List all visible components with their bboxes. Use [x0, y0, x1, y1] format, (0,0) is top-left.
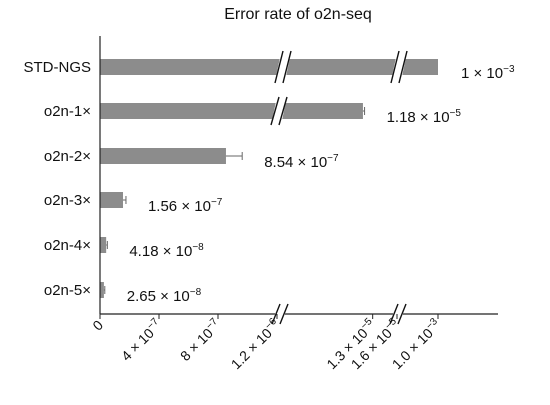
bar	[100, 192, 124, 208]
x-tick-label-group: 0	[89, 317, 106, 334]
axis-break-line	[390, 50, 400, 84]
axis-breaks	[270, 50, 408, 325]
axis-break-gap	[272, 304, 288, 324]
x-tick-label: 4 × 10−7	[117, 316, 165, 364]
axis-break-mark	[271, 303, 289, 325]
value-label-exponent: −5	[450, 108, 462, 119]
category-label: o2n-3×	[44, 192, 91, 209]
x-tick-label-mantissa: 1.0 × 10	[389, 325, 437, 373]
value-labels: 1 × 10−31.18 × 10−58.54 × 10−71.56 × 10−…	[127, 64, 515, 305]
axis-break-line	[397, 303, 407, 325]
category-label: o2n-4×	[44, 237, 91, 254]
value-label: 2.65 × 10−8	[127, 287, 202, 305]
bar	[100, 59, 438, 75]
bars	[100, 59, 438, 298]
x-tick-label: 0	[89, 317, 106, 334]
value-label-mantissa: 1.18 × 10	[387, 109, 450, 126]
axis-break-line	[274, 50, 284, 84]
value-label: 1.56 × 10−7	[148, 197, 223, 215]
value-label-mantissa: 4.18 × 10	[129, 243, 192, 260]
axis-break-mark	[390, 50, 408, 84]
value-label-mantissa: 1 × 10	[461, 65, 503, 82]
value-label: 8.54 × 10−7	[264, 153, 339, 171]
value-label-exponent: −7	[327, 153, 339, 164]
x-tick-label-group: 4 × 10−7	[117, 316, 165, 364]
axis-break-line	[278, 96, 288, 126]
category-label: STD-NGS	[24, 59, 92, 76]
axis-break-line	[398, 50, 408, 84]
axis-break-gap	[390, 51, 408, 83]
value-label-mantissa: 2.65 × 10	[127, 288, 190, 305]
value-label-mantissa: 8.54 × 10	[264, 154, 327, 171]
value-label: 1 × 10−3	[461, 64, 515, 82]
axis-break-mark	[389, 303, 407, 325]
axis-break-mark	[274, 50, 292, 84]
axis-break-line	[389, 303, 399, 325]
bar	[100, 103, 363, 119]
value-label-exponent: −8	[190, 287, 202, 298]
axis-break-line	[279, 303, 289, 325]
bar	[100, 148, 226, 164]
category-label: o2n-2×	[44, 148, 91, 165]
x-tick-label: 8 × 10−7	[176, 316, 224, 364]
chart-title: Error rate of o2n-seq	[224, 6, 372, 23]
axis-break-line	[270, 96, 280, 126]
value-label-exponent: −7	[211, 197, 223, 208]
x-tick-label: 1.2 × 10−6	[227, 316, 283, 372]
axis-break-mark	[270, 96, 288, 126]
x-tick-label-mantissa: 0	[89, 317, 106, 334]
category-label: o2n-5×	[44, 282, 91, 299]
x-tick-label-group: 1.2 × 10−6	[227, 316, 283, 372]
value-label-exponent: −8	[192, 242, 204, 253]
value-label-mantissa: 1.56 × 10	[148, 198, 211, 215]
error-bars	[103, 107, 366, 294]
axis-break-gap	[271, 97, 287, 125]
category-labels: STD-NGS o2n-1× o2n-2× o2n-3× o2n-4× o2n-5×	[24, 59, 92, 299]
x-tick-label-mantissa: 1.2 × 10	[228, 325, 276, 373]
axis-break-gap	[274, 51, 292, 83]
axes	[99, 36, 498, 315]
value-label: 1.18 × 10−5	[387, 108, 462, 126]
value-label-exponent: −3	[503, 64, 515, 75]
bar	[100, 282, 104, 298]
axis-break-line	[282, 50, 292, 84]
value-label: 4.18 × 10−8	[129, 242, 204, 260]
bar	[100, 237, 107, 253]
axis-break-line	[271, 303, 281, 325]
x-tick-label-group: 8 × 10−7	[176, 316, 224, 364]
axis-break-gap	[390, 304, 406, 324]
category-label: o2n-1×	[44, 103, 91, 120]
